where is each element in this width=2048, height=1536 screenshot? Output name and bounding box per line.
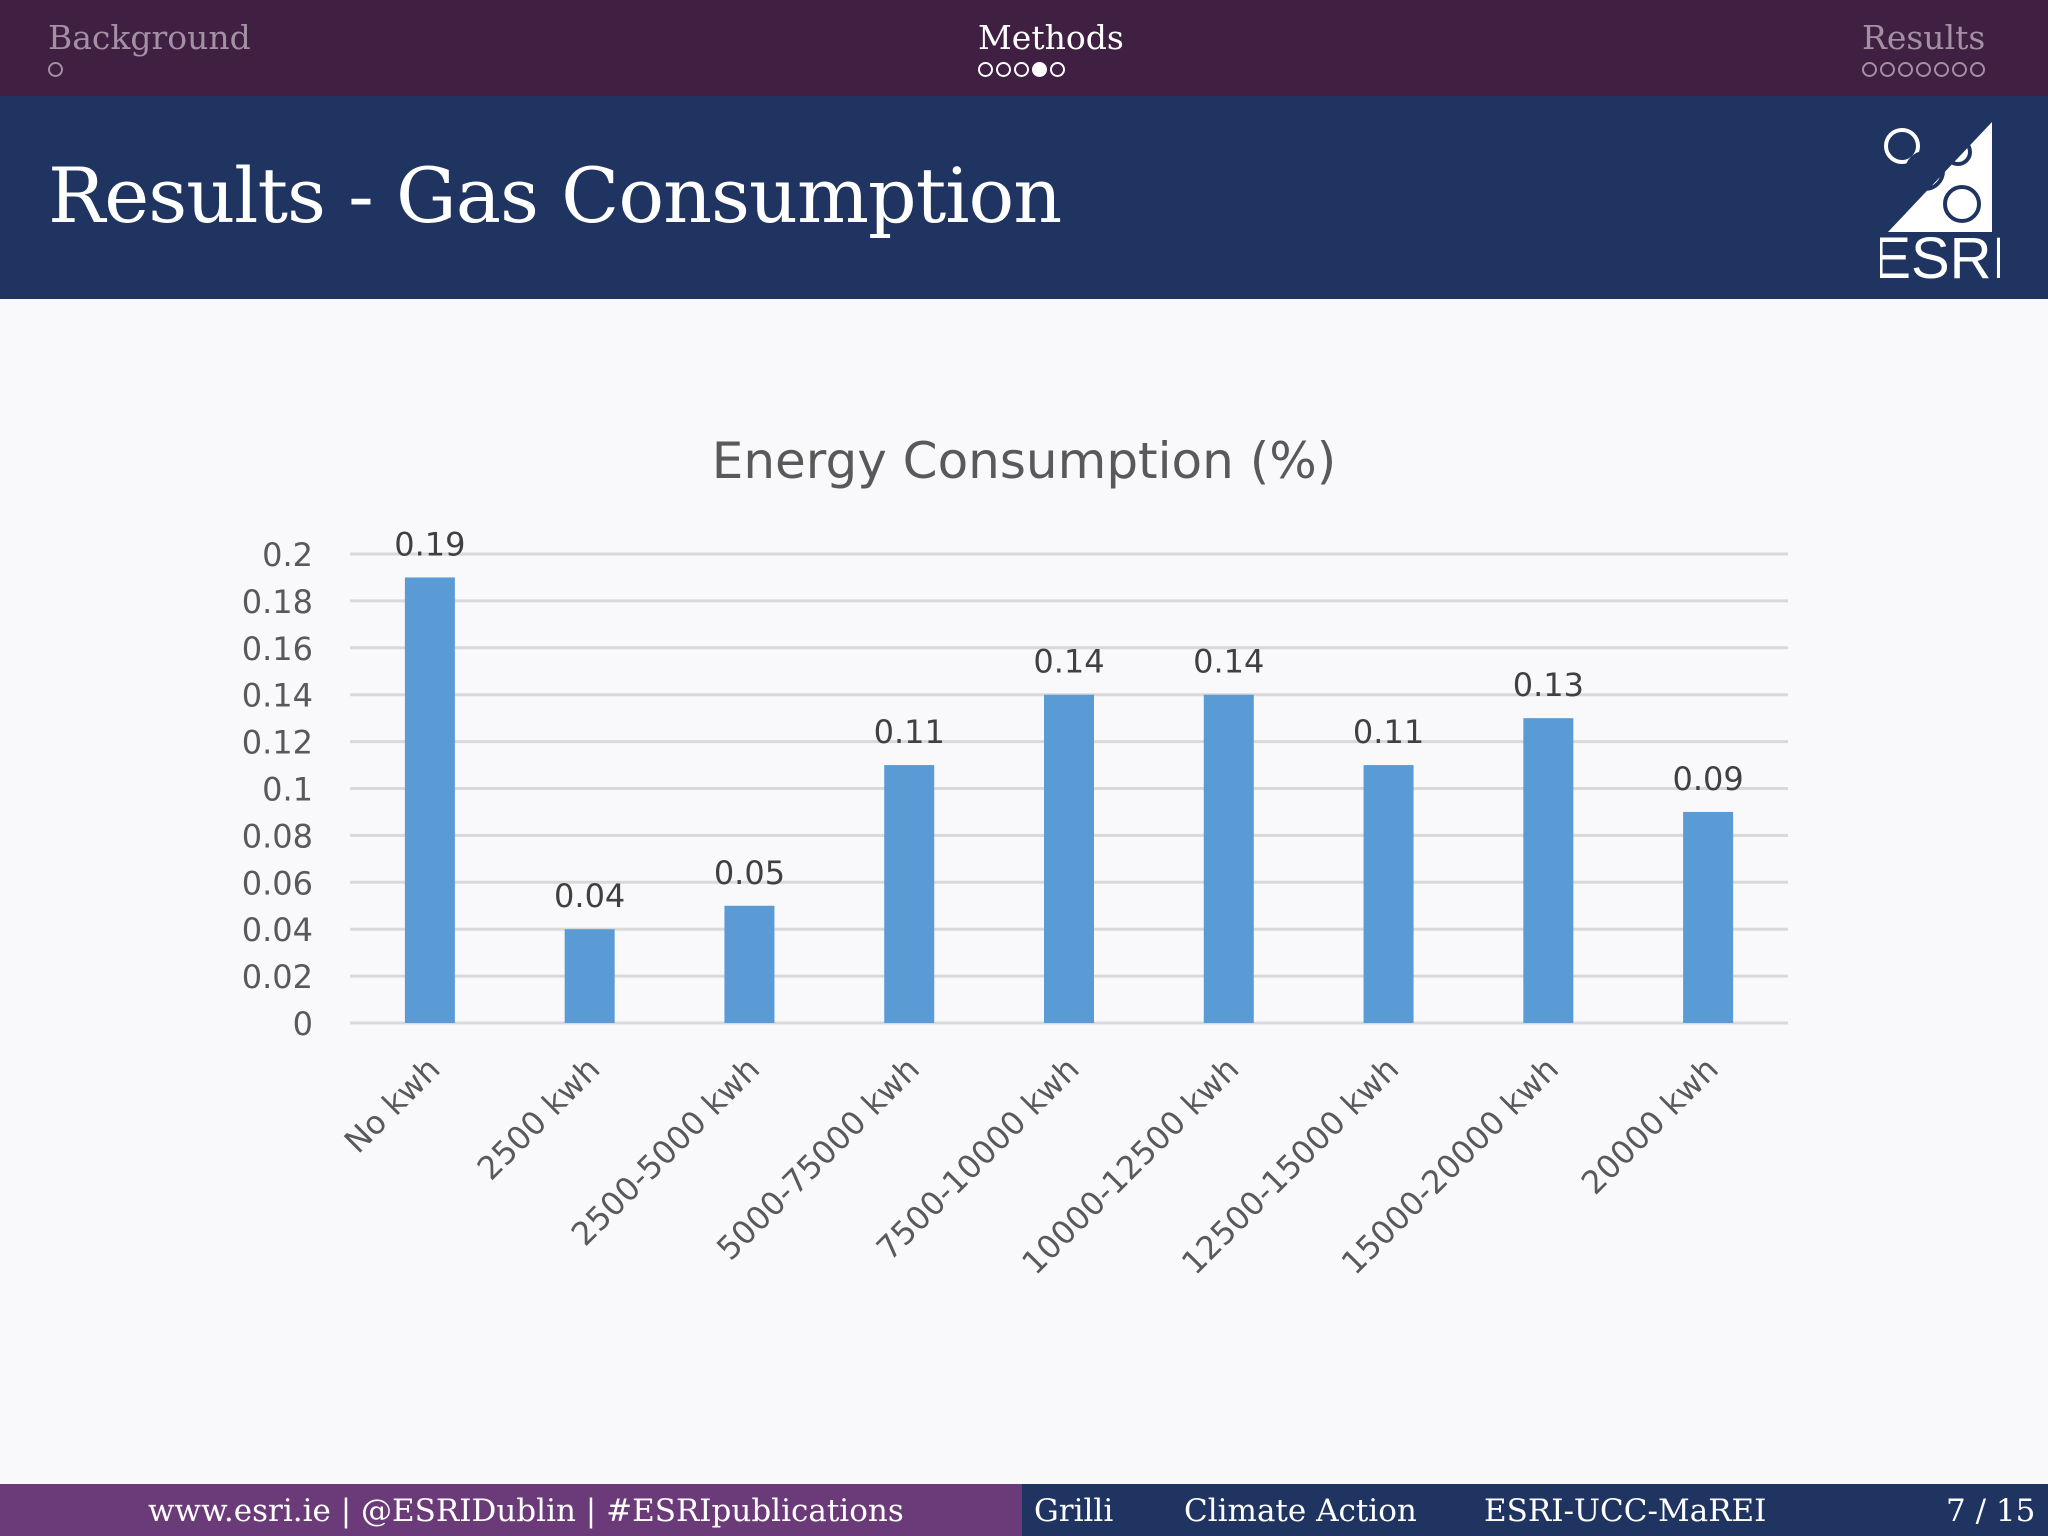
title-band: Results - Gas Consumption ESRI [0,96,2048,299]
nav-section-methods[interactable]: Methods [978,18,1124,77]
footer-links: www.esri.ie | @ESRIDublin | #ESRIpublica… [148,1493,904,1529]
data-label: 0.11 [1353,713,1424,751]
nav-slide-dot[interactable] [1862,62,1877,77]
bar [564,929,615,1023]
footer-info-bar: Grilli Climate Action ESRI-UCC-MaREI 7 /… [1022,1484,2048,1536]
nav-slide-dot[interactable] [1898,62,1913,77]
data-label: 0.09 [1672,760,1743,798]
bar [1203,694,1254,1023]
data-label: 0.05 [714,854,785,892]
footer-page-number[interactable]: 7 / 15 [1946,1493,2036,1529]
y-tick-label: 0.02 [242,958,313,996]
y-tick-label: 0.14 [242,677,313,715]
chart-bars [404,577,1734,1023]
logo-text: ESRI [1880,226,2000,286]
nav-dots [48,62,251,77]
bar-chart: Energy Consumption (%) 0 0.02 0.04 0.06 0.08… [242,432,1788,1282]
footer-institute: ESRI-UCC-MaREI [1484,1493,1767,1529]
bar [1523,718,1574,1023]
nav-slide-dot[interactable] [1916,62,1931,77]
y-tick-label: 0.08 [242,817,313,855]
nav-slide-dot[interactable] [996,62,1011,77]
nav-slide-dot[interactable] [1952,62,1967,77]
footer-links-bar: www.esri.ie | @ESRIDublin | #ESRIpublica… [0,1484,1022,1536]
nav-slide-dot[interactable] [978,62,993,77]
footer-short-title: Climate Action [1184,1493,1417,1529]
nav-slide-dot[interactable] [1032,62,1047,77]
x-tick-label: No kwh [337,1050,448,1161]
bar [1363,765,1414,1023]
page-title: Results - Gas Consumption [48,151,1062,240]
y-tick-label: 0.06 [242,864,313,902]
nav-slide-dot[interactable] [1934,62,1949,77]
nav-section-label: Methods [978,18,1124,57]
data-label: 0.11 [874,713,945,751]
nav-slide-dot[interactable] [1050,62,1065,77]
data-label: 0.19 [394,525,465,563]
y-tick-label: 0.16 [242,630,313,668]
esri-logo: ESRI [1880,122,2000,286]
nav-slide-dot[interactable] [48,62,63,77]
x-tick-label: 20000 kwh [1574,1050,1726,1202]
y-tick-label: 0.12 [242,724,313,762]
section-navigation: Background Methods Results [0,0,2048,96]
nav-slide-dot[interactable] [1970,62,1985,77]
x-tick-label: 2500 kwh [470,1050,608,1188]
y-axis-ticks: 0 0.02 0.04 0.06 0.08 0.1 0.12 0.14 0.16 0.18 0.2 [242,536,313,1043]
y-tick-label: 0.04 [242,911,313,949]
y-tick-label: 0.1 [262,771,313,809]
nav-dots [1862,62,1985,77]
bar [1044,694,1094,1023]
data-label: 0.14 [1193,643,1264,681]
nav-slide-dot[interactable] [1014,62,1029,77]
chart-title: Energy Consumption (%) [712,432,1337,490]
data-label: 0.13 [1513,666,1584,704]
footer-author: Grilli [1034,1493,1114,1529]
data-label: 0.14 [1033,643,1104,681]
nav-section-background[interactable]: Background [48,18,251,77]
y-tick-label: 0.2 [262,536,313,574]
bar [404,577,455,1023]
nav-slide-dot[interactable] [1880,62,1895,77]
nav-section-label: Results [1862,18,1986,57]
y-tick-label: 0.18 [242,583,313,621]
bar [724,905,775,1023]
y-tick-label: 0 [293,1005,313,1043]
bar [884,765,935,1023]
nav-section-results[interactable]: Results [1862,18,1985,77]
nav-dots [978,62,1124,77]
bar [1683,811,1734,1023]
data-labels: 0.19 0.04 0.05 0.11 0.14 0.14 0.11 0.13 0.09 [394,525,1743,915]
data-label: 0.04 [554,877,625,915]
nav-section-label: Background [48,18,251,57]
